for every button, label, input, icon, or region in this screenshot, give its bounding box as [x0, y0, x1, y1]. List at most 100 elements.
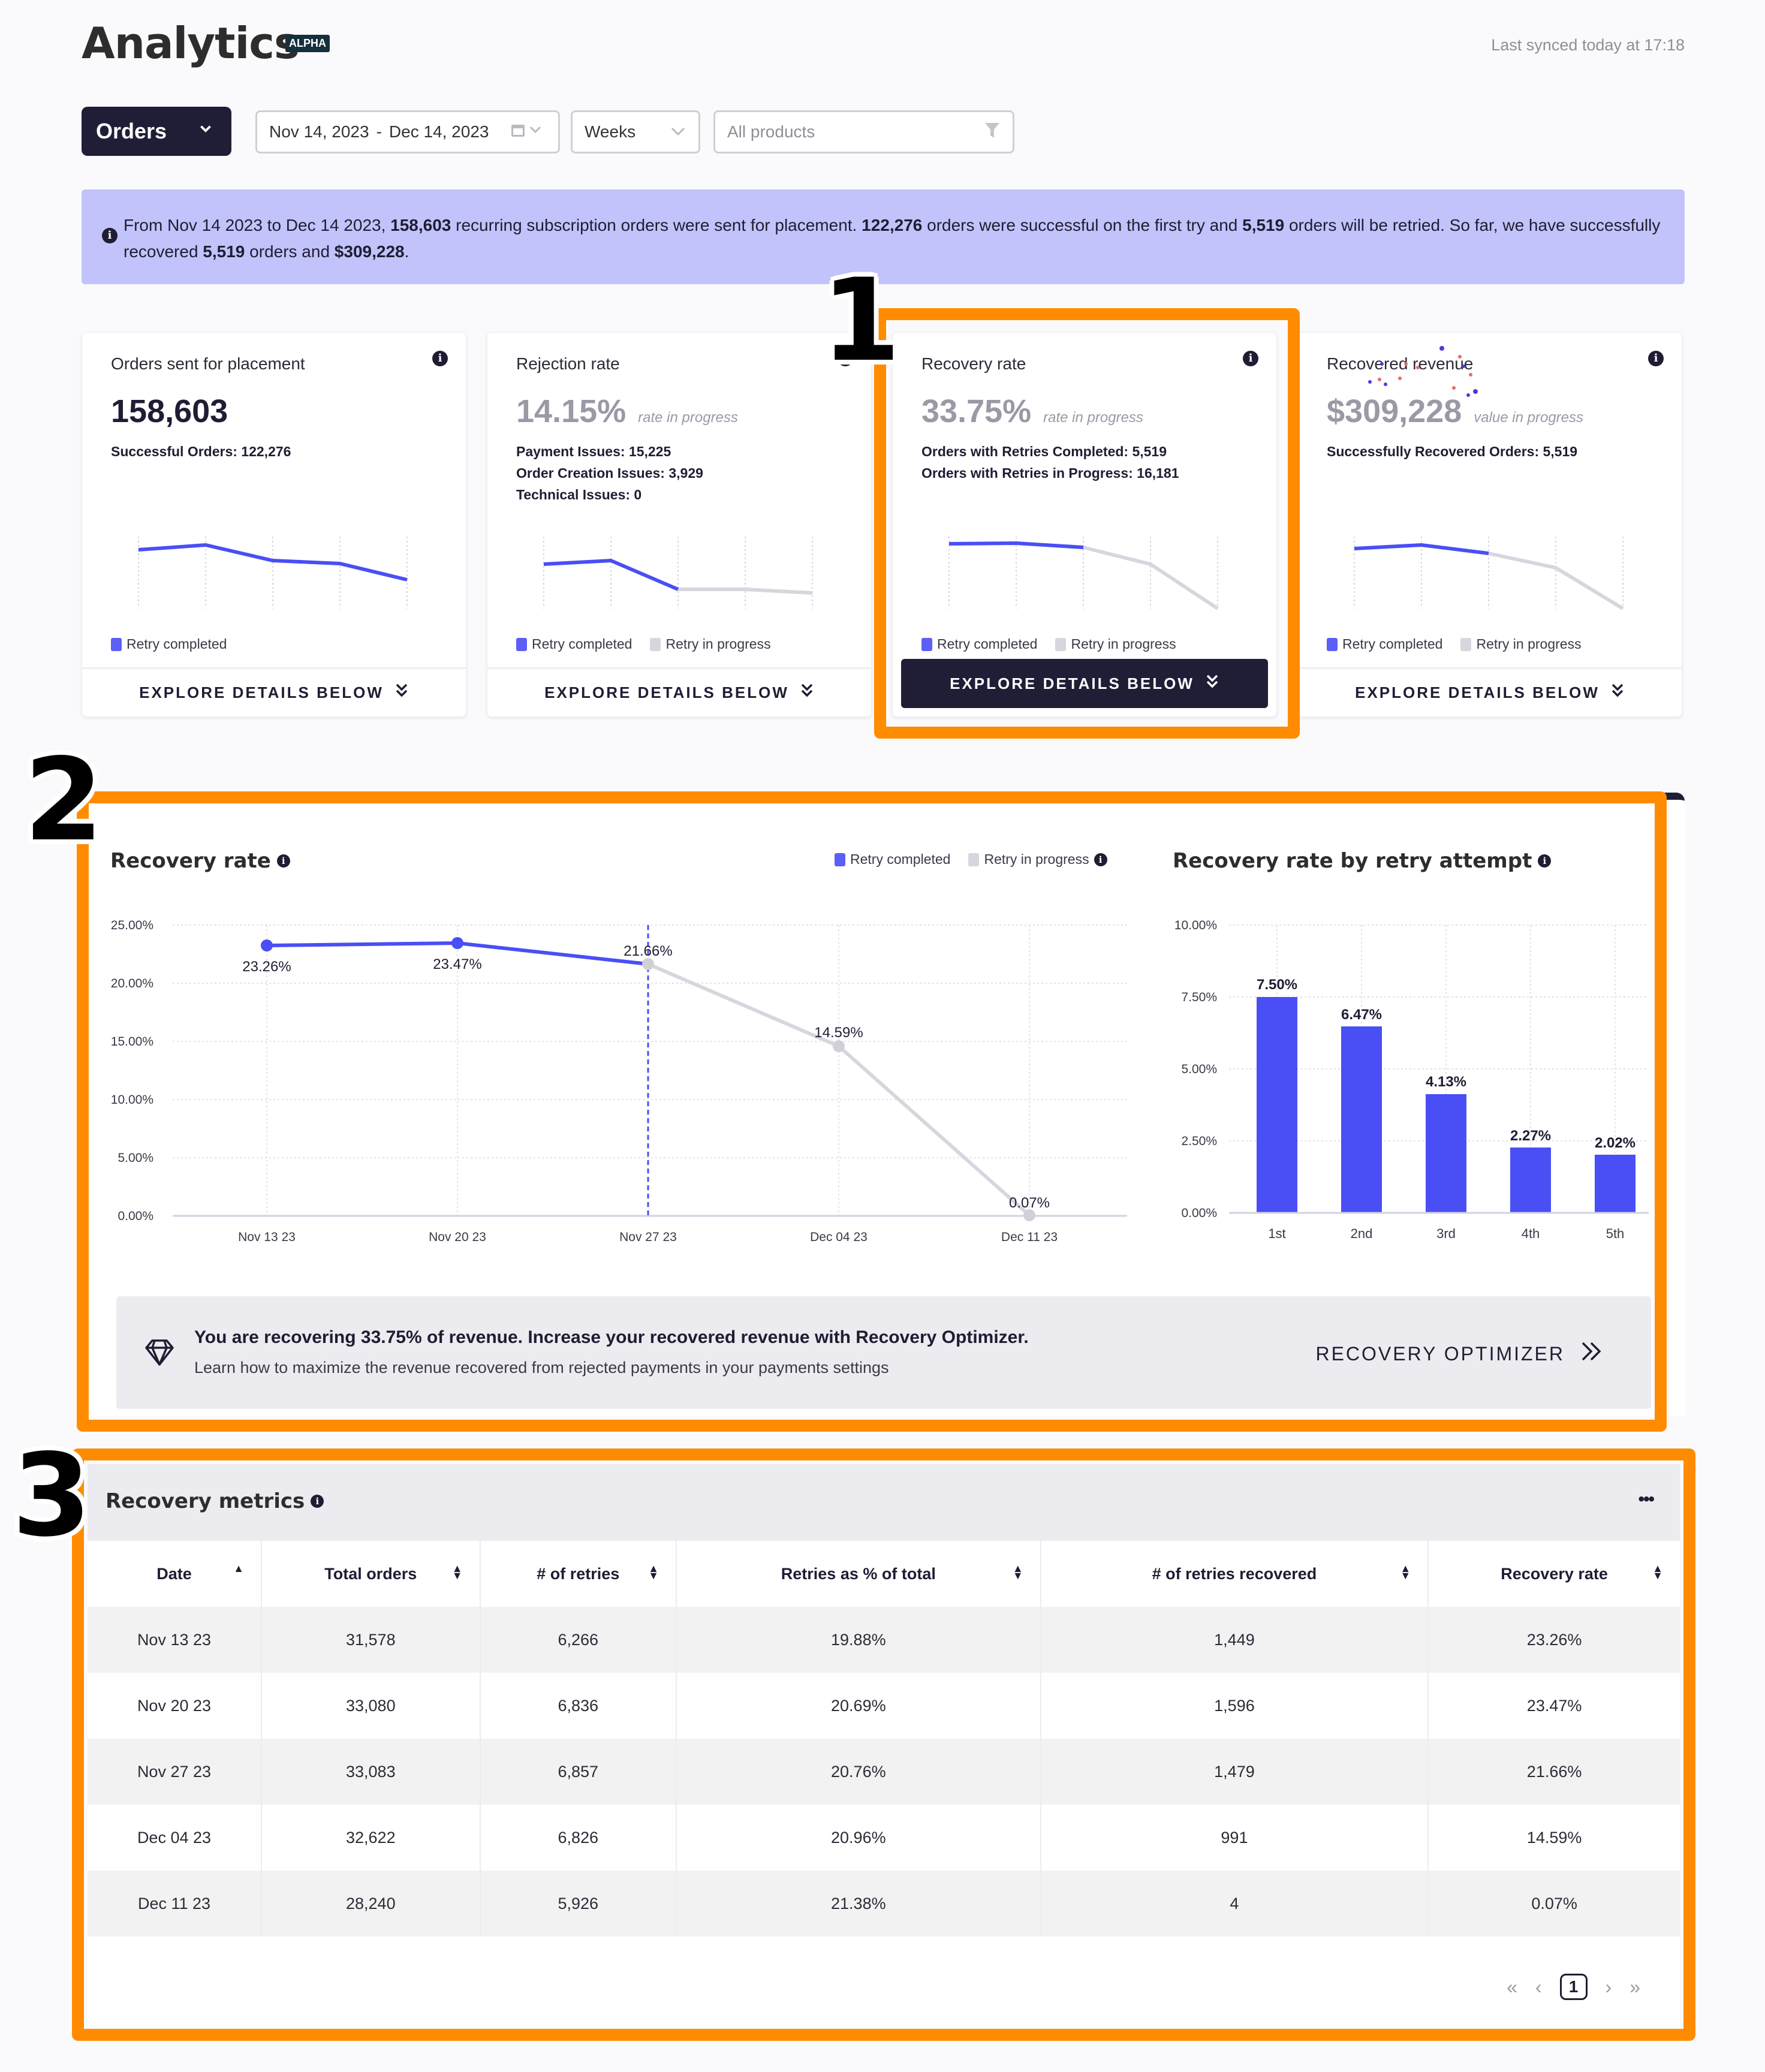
- page-button-current[interactable]: 1: [1559, 1974, 1588, 2000]
- cell-retries: 6,836: [480, 1673, 677, 1739]
- column-label: Recovery rate: [1501, 1564, 1608, 1583]
- last-synced-text: Last synced today at 17:18: [1491, 36, 1685, 54]
- prev-page-icon[interactable]: ‹: [1535, 1975, 1542, 1998]
- recovery-optimizer-link[interactable]: RECOVERY OPTIMIZER: [1315, 1339, 1603, 1368]
- table-row: Nov 13 23 31,578 6,266 19.88% 1,449 23.26%: [88, 1607, 1680, 1673]
- bar-label: 2.02%: [1595, 1135, 1636, 1151]
- annotation-number-3: 3: [12, 1429, 92, 1562]
- banner-text: .: [404, 242, 409, 261]
- explore-details-button[interactable]: EXPLORE DETAILS BELOW: [1298, 667, 1682, 716]
- metric-select-button[interactable]: Orders: [82, 107, 231, 156]
- table-title-text: Recovery metrics: [106, 1489, 305, 1513]
- recovery-rate-legend: Retry completed Retry in progress i: [835, 851, 1107, 868]
- next-page-icon[interactable]: ›: [1605, 1975, 1612, 1998]
- cell-recovery-rate: 14.59%: [1526, 1828, 1582, 1847]
- info-icon[interactable]: i: [1243, 351, 1258, 366]
- info-icon[interactable]: i: [838, 351, 853, 366]
- more-options-icon[interactable]: •••: [1638, 1489, 1654, 1509]
- cell-retries-recovered: 1,596: [1040, 1673, 1429, 1739]
- info-icon[interactable]: i: [1648, 351, 1664, 366]
- table-row: Dec 04 23 32,622 6,826 20.96% 991 14.59%: [88, 1805, 1680, 1871]
- y-tick: 0.00%: [1181, 1206, 1217, 1220]
- legend-label: Retry in progress: [984, 851, 1089, 867]
- column-header-date[interactable]: Date ▲: [88, 1541, 262, 1607]
- granularity-select[interactable]: Weeks: [571, 110, 700, 153]
- products-filter-input[interactable]: All products: [713, 110, 1014, 153]
- kpi-card-rejection-rate: Rejection rate i 14.15% rate in progress …: [487, 332, 872, 717]
- y-tick: 5.00%: [118, 1151, 153, 1165]
- filter-funnel-icon: [984, 121, 1001, 143]
- column-header-recovery-rate[interactable]: Recovery rate ▲ ▼: [1428, 1541, 1680, 1607]
- kpi-card-orders-sent: Orders sent for placement i 158,603 Succ…: [82, 332, 466, 717]
- legend-swatch-blue: [111, 637, 122, 651]
- sort-icon: ▲ ▼: [1012, 1562, 1023, 1582]
- card-sub-stat: Order Creation Issues: 3,929: [516, 465, 703, 481]
- column-header-retries-pct[interactable]: Retries as % of total ▲ ▼: [676, 1541, 1041, 1607]
- data-label: 14.59%: [814, 1025, 863, 1041]
- x-tick: 2nd: [1351, 1226, 1373, 1241]
- info-icon[interactable]: i: [1538, 854, 1552, 868]
- card-sub-stat: Technical Issues: 0: [516, 487, 642, 502]
- sort-asc-icon: ▲: [233, 1562, 244, 1574]
- sort-icon: ▲ ▼: [1400, 1562, 1411, 1582]
- card-value-note: value in progress: [1474, 409, 1583, 426]
- sort-icon: ▲ ▼: [648, 1562, 659, 1582]
- card-sub-stat: Successfully Recovered Orders: 5,519: [1327, 444, 1578, 459]
- x-tick: Dec 11 23: [1001, 1230, 1058, 1244]
- cell-retries-pct: 20.69%: [676, 1673, 1041, 1739]
- banner-text: orders will be retried. So far, we have …: [124, 216, 1661, 261]
- legend-swatch-blue: [921, 637, 932, 651]
- legend-retry-completed: Retry completed: [921, 636, 1037, 652]
- legend-label: Retry completed: [126, 636, 227, 652]
- legend-swatch-blue: [1327, 637, 1338, 651]
- column-label: # of retries recovered: [1152, 1564, 1317, 1583]
- legend-retry-in-progress: Retry in progress: [1460, 636, 1582, 652]
- cell-retries: 5,926: [480, 1871, 677, 1937]
- legend-retry-completed: Retry completed: [1327, 636, 1442, 652]
- banner-text: orders were successful on the first try …: [922, 216, 1243, 234]
- first-page-icon[interactable]: «: [1507, 1975, 1517, 1998]
- cell-recovery-rate: 23.47%: [1526, 1696, 1582, 1715]
- sparkline-chart: [1354, 537, 1624, 610]
- legend-retry-in-progress: Retry in progress: [650, 636, 771, 652]
- double-chevron-down-icon: [1205, 673, 1219, 694]
- cell-retries-recovered: 991: [1040, 1805, 1429, 1871]
- column-header-retries-recovered[interactable]: # of retries recovered ▲ ▼: [1040, 1541, 1429, 1607]
- card-value: 33.75%: [921, 393, 1032, 429]
- confetti-decoration: [1368, 346, 1478, 397]
- summary-banner: i From Nov 14 2023 to Dec 14 2023, 158,6…: [82, 189, 1685, 284]
- card-sub-stat: Orders with Retries Completed: 5,519: [921, 444, 1167, 459]
- x-tick: 3rd: [1436, 1226, 1456, 1241]
- explore-details-label: EXPLORE DETAILS BELOW: [950, 674, 1194, 692]
- legend-retry-completed: Retry completed: [516, 636, 632, 652]
- cell-recovery-rate: 0.07%: [1428, 1871, 1680, 1937]
- y-tick: 20.00%: [111, 977, 153, 990]
- info-icon[interactable]: i: [1094, 853, 1107, 866]
- y-tick: 10.00%: [111, 1093, 153, 1107]
- explore-details-button[interactable]: EXPLORE DETAILS BELOW: [82, 667, 466, 716]
- column-header-retries[interactable]: # of retries ▲ ▼: [480, 1541, 677, 1607]
- data-label: 0.07%: [1009, 1195, 1050, 1211]
- bar-label: 6.47%: [1341, 1007, 1382, 1023]
- banner-recovered-revenue: $309,228: [334, 242, 405, 261]
- recovery-optimizer-banner: You are recovering 33.75% of revenue. In…: [116, 1296, 1651, 1409]
- last-page-icon[interactable]: »: [1630, 1975, 1640, 1998]
- legend-swatch-gray: [650, 637, 661, 651]
- cell-total-orders: 28,240: [261, 1871, 481, 1937]
- column-header-total-orders[interactable]: Total orders ▲ ▼: [261, 1541, 481, 1607]
- card-value: $309,228: [1327, 393, 1462, 429]
- info-icon[interactable]: i: [311, 1495, 324, 1508]
- recovery-metrics-table: Date ▲ Total orders ▲ ▼ # of retries ▲ ▼ Retr…: [88, 1541, 1680, 1937]
- explore-details-button[interactable]: EXPLORE DETAILS BELOW: [487, 667, 871, 716]
- granularity-label: Weeks: [585, 122, 636, 141]
- cell-retries-pct: 20.76%: [676, 1739, 1041, 1805]
- x-tick: Dec 04 23: [810, 1230, 868, 1244]
- info-icon[interactable]: i: [276, 854, 290, 868]
- table-row: Nov 20 23 33,080 6,836 20.69% 1,596 23.47%: [88, 1673, 1680, 1739]
- sort-icon: ▲ ▼: [451, 1562, 463, 1582]
- explore-details-button[interactable]: EXPLORE DETAILS BELOW: [901, 659, 1268, 708]
- date-range-picker[interactable]: Nov 14, 2023 - Dec 14, 2023: [255, 110, 560, 153]
- x-tick: Nov 27 23: [619, 1230, 677, 1244]
- chart-title-text: Recovery rate: [110, 849, 271, 873]
- info-icon[interactable]: i: [432, 351, 448, 366]
